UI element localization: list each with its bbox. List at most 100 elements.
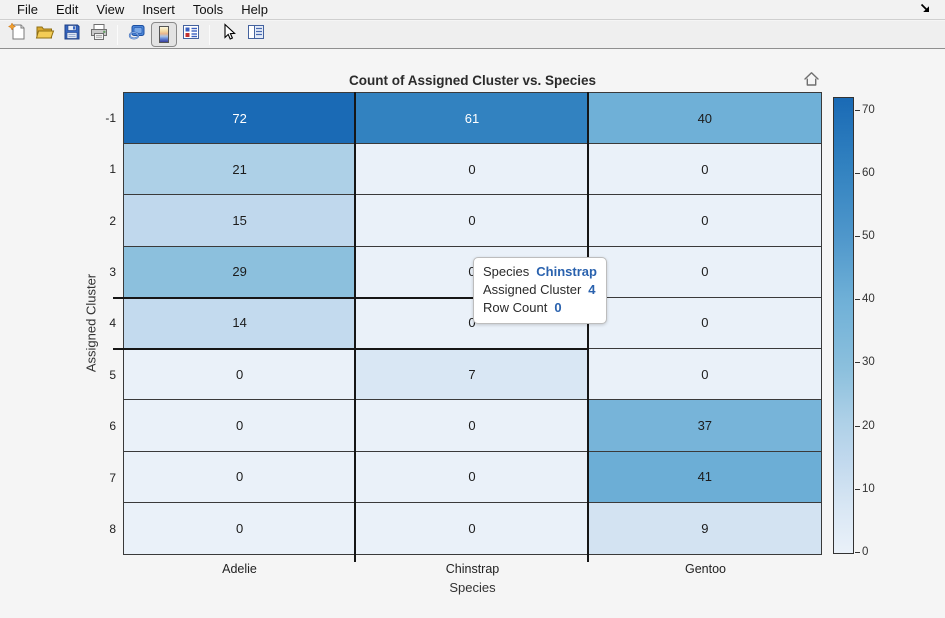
colorbar-tick [855, 172, 860, 174]
menu-item-help[interactable]: Help [241, 1, 268, 17]
y-tick-label: 2 [109, 213, 116, 228]
side-panel-button[interactable] [243, 22, 269, 47]
heatmap-cell[interactable]: 29 [124, 246, 357, 298]
hover-tooltip: Species Chinstrap Assigned Cluster 4 Row Cou… [473, 257, 607, 324]
colorbar-tick-label: 20 [862, 419, 875, 432]
menu-item-edit[interactable]: Edit [55, 1, 79, 17]
legend-settings-button[interactable] [178, 22, 204, 47]
heatmap-cell[interactable]: 40 [588, 93, 821, 145]
tooltip-row: Species Chinstrap [483, 263, 597, 281]
tooltip-row: Row Count 0 [483, 299, 597, 317]
pointer-icon [219, 22, 239, 47]
row-highlight-bottom-line [113, 348, 589, 350]
heatmap-cell[interactable]: 0 [356, 400, 589, 452]
open-folder-icon [35, 22, 55, 47]
heatmap-cell[interactable]: 0 [588, 144, 821, 196]
y-tick-label: 5 [109, 367, 116, 382]
arrow-down-right-icon [919, 2, 931, 17]
print-icon [89, 22, 109, 47]
y-tick-label: 4 [109, 316, 116, 331]
x-axis-title: Species [449, 580, 496, 595]
home-icon [803, 71, 820, 92]
heatmap-cell[interactable]: 41 [588, 451, 821, 503]
tooltip-label: Assigned Cluster [483, 282, 582, 297]
heatmap-cell[interactable]: 0 [124, 349, 357, 401]
menu-item-insert[interactable]: Insert [142, 1, 175, 17]
heatmap-cell[interactable]: 0 [588, 297, 821, 350]
x-tick-label: Gentoo [684, 562, 727, 576]
link-button[interactable] [124, 22, 150, 47]
print-button[interactable] [86, 22, 112, 47]
heatmap-cell[interactable]: 72 [124, 93, 357, 145]
heatmap-cell[interactable]: 0 [356, 195, 589, 247]
reset-view-button[interactable] [802, 71, 820, 92]
heatmap-cell[interactable]: 0 [588, 246, 821, 298]
save-icon [62, 22, 82, 47]
tooltip-row: Assigned Cluster 4 [483, 281, 597, 299]
colorbar-tick-label: 60 [862, 166, 875, 179]
toolbar [0, 21, 945, 49]
heatmap-cell[interactable]: 15 [124, 195, 357, 247]
heatmap-cell[interactable]: 7 [356, 349, 589, 401]
heatmap-cell[interactable]: 0 [588, 349, 821, 401]
save-button[interactable] [59, 22, 85, 47]
heatmap-cell[interactable]: 0 [356, 144, 589, 196]
column-highlight-left-line [354, 92, 356, 562]
y-tick-label: 1 [109, 162, 116, 177]
toolbar-separator [209, 24, 210, 45]
y-tick-label: 6 [109, 419, 116, 434]
new-document-button[interactable] [5, 22, 31, 47]
heatmap-cell[interactable]: 9 [588, 502, 821, 554]
y-tick-label: 3 [109, 265, 116, 280]
colormap-button[interactable] [150, 22, 177, 47]
heatmap-cell[interactable]: 0 [124, 451, 357, 503]
heatmap-cell[interactable]: 0 [356, 502, 589, 554]
chart-title: Count of Assigned Cluster vs. Species [348, 73, 597, 88]
y-tick-label: 8 [109, 522, 116, 537]
column-highlight-right-line [587, 92, 589, 562]
colormap-icon [158, 26, 169, 43]
menu-item-view[interactable]: View [96, 1, 125, 17]
y-axis-title: Assigned Cluster [83, 273, 99, 373]
menubar-items: File Edit View Insert Tools Help [8, 0, 277, 20]
colorbar-tick [855, 425, 860, 427]
menubar: File Edit View Insert Tools Help [0, 0, 945, 20]
colorbar-tick-label: 10 [862, 482, 875, 495]
heatmap-cell[interactable]: 0 [124, 502, 357, 554]
colorbar [833, 97, 854, 554]
colorbar-tick [855, 488, 860, 490]
heatmap-cell[interactable]: 0 [588, 195, 821, 247]
colorbar-tick-label: 0 [862, 546, 869, 558]
colorbar-tick [855, 109, 860, 111]
heatmap-grid: 72 61 40 21 0 0 15 0 0 29 0 0 14 0 0 0 7 0 0 0 37 0 0 41 0 0 9 [123, 92, 822, 555]
tooltip-value: 4 [588, 282, 596, 297]
heatmap-cell[interactable]: 0 [124, 400, 357, 452]
colorbar-tick-label: 50 [862, 230, 875, 243]
heatmap-cell[interactable]: 61 [356, 93, 589, 145]
side-panel-icon [246, 22, 266, 47]
menubar-overflow-button[interactable] [919, 2, 937, 17]
link-icon [127, 22, 147, 47]
colorbar-tick-label: 40 [862, 293, 875, 306]
y-tick-label: -1 [105, 110, 116, 125]
y-axis-tick-labels: -1 1 2 3 4 5 6 7 8 [84, 92, 117, 555]
tooltip-label: Row Count [483, 300, 548, 315]
x-tick-label: Adelie [222, 562, 257, 576]
colorbar-tick [855, 362, 860, 364]
heatmap-cell[interactable]: 14 [124, 297, 357, 350]
heatmap-cell[interactable]: 37 [588, 400, 821, 452]
menu-item-file[interactable]: File [17, 1, 38, 17]
colorbar-tick [855, 236, 860, 238]
toolbar-separator [117, 24, 118, 45]
open-file-button[interactable] [32, 22, 58, 47]
tooltip-value: 0 [554, 300, 562, 315]
pointer-tool-button[interactable] [216, 22, 242, 47]
heatmap-cell[interactable]: 0 [356, 451, 589, 503]
colorbar-tick-label: 70 [862, 103, 875, 116]
menu-item-tools[interactable]: Tools [192, 1, 224, 17]
heatmap-cell[interactable]: 21 [124, 144, 357, 196]
figure-canvas: Count of Assigned Cluster vs. Species 72… [0, 49, 945, 618]
colorbar-tick [855, 552, 860, 553]
colorbar-tick-label: 30 [862, 356, 875, 369]
